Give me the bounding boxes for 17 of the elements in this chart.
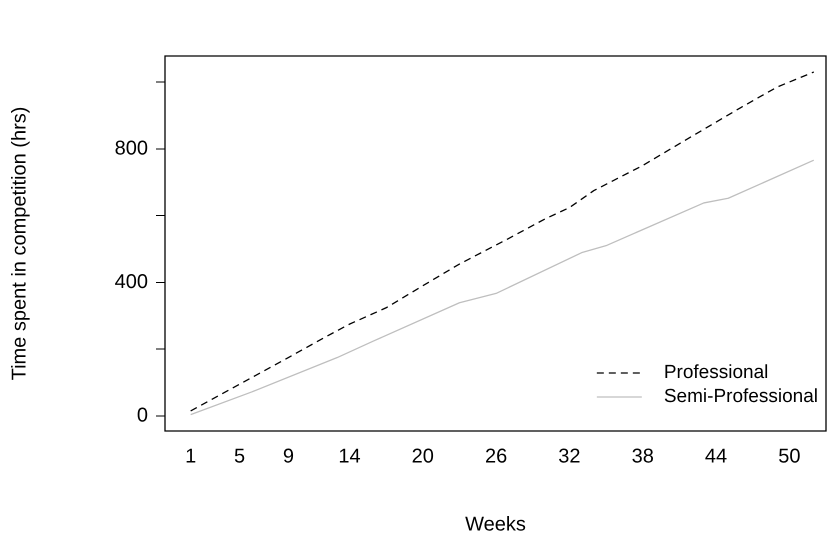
x-tick-label: 26 <box>484 446 508 468</box>
x-tick-label: 9 <box>282 446 294 468</box>
y-tick-label: 800 <box>114 137 148 160</box>
legend-label: Semi-Professional <box>664 386 818 408</box>
legend-label: Professional <box>664 362 768 384</box>
x-axis-title: Weeks <box>465 514 526 536</box>
x-tick-label: 20 <box>412 446 434 468</box>
y-axis-title: Time spent in competition (hrs) <box>8 106 31 380</box>
x-tick-label: 1 <box>185 446 196 468</box>
y-tick-label: 400 <box>114 270 148 293</box>
x-tick-label: 44 <box>704 446 728 468</box>
x-tick-label: 50 <box>778 446 800 468</box>
x-tick-label: 14 <box>338 446 361 468</box>
x-tick-label: 5 <box>234 446 246 468</box>
x-tick-label: 38 <box>632 446 654 468</box>
x-tick-label: 32 <box>558 446 581 468</box>
y-tick-label: 0 <box>136 404 148 426</box>
